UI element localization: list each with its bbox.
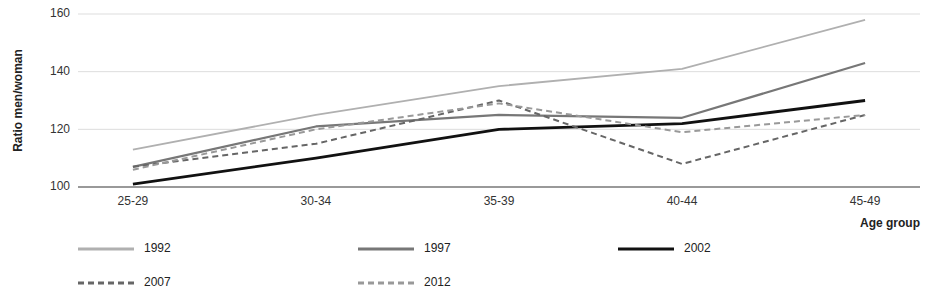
legend-swatch: [618, 248, 674, 251]
y-tick-label: 160: [50, 6, 70, 20]
legend-label: 1992: [144, 241, 171, 255]
x-tick-label: 45-49: [850, 194, 881, 208]
y-tick-label: 100: [50, 179, 70, 193]
chart: 100 120 140 160 25-29 30-34 35-39 40-44 45-49 Rat…: [0, 0, 944, 305]
y-tick-label: 140: [50, 64, 70, 78]
legend: 1992 1997 2002 2007 2012: [78, 241, 711, 289]
grid-line: [78, 71, 920, 72]
y-tick-label: 120: [50, 122, 70, 136]
plot-area: [133, 20, 865, 184]
series-line: [133, 101, 865, 167]
x-tick-label: 35-39: [484, 194, 515, 208]
legend-label: 2012: [424, 275, 451, 289]
series-line: [133, 101, 865, 185]
x-tick-label: 40-44: [667, 194, 698, 208]
x-axis-title: Age group: [860, 216, 920, 230]
y-axis-title: Ratio men/woman: [11, 49, 25, 152]
legend-label: 1997: [424, 241, 451, 255]
legend-swatch: [358, 282, 414, 285]
legend-label: 2007: [144, 275, 171, 289]
series-line: [133, 103, 865, 169]
grid-line: [78, 187, 920, 188]
x-tick-label: 25-29: [118, 194, 149, 208]
legend-swatch: [78, 248, 134, 251]
legend-swatch: [358, 248, 414, 251]
legend-swatch: [78, 282, 134, 285]
grid-line: [78, 14, 920, 15]
x-tick-label: 30-34: [301, 194, 332, 208]
legend-label: 2002: [684, 241, 711, 255]
x-axis-line: [78, 187, 920, 188]
